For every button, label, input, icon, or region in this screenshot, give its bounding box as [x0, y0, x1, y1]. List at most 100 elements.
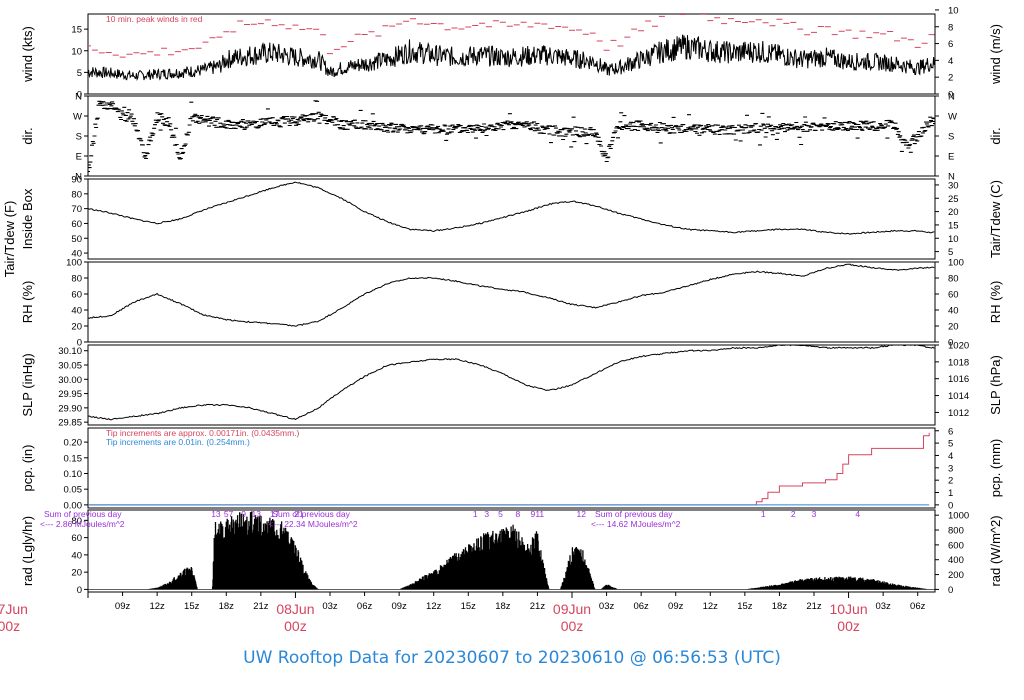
- rad-series-bars: [147, 511, 927, 590]
- x-hour-tick-label: 15z: [461, 601, 477, 612]
- rad-right-tick-label: 200: [948, 570, 964, 581]
- dir-right-tick-label: S: [948, 132, 954, 143]
- slp-series-line: [88, 345, 935, 421]
- rh-left-tick-label: 100: [66, 258, 82, 269]
- x-hour-tick-label: 06z: [910, 601, 926, 612]
- dir-left-tick-label: N: [75, 92, 82, 103]
- x-hour-tick-label: 06z: [357, 601, 373, 612]
- rh-series-line: [88, 263, 935, 327]
- dir-series-marks: [88, 100, 935, 173]
- pcp-note-blue: Tip increments are 0.01in. (0.254mm.): [106, 437, 250, 447]
- slp-right-tick-label: 1012: [948, 408, 969, 419]
- x-day-date-label: 10Jun: [829, 601, 867, 617]
- slp-left-tick-label: 30.05: [58, 361, 82, 372]
- rh-left-tick-label: 0: [77, 338, 82, 349]
- rad-hour-marker: 21: [294, 509, 304, 519]
- temp-ylabel-left: Tair/Tdew (F): [2, 201, 17, 278]
- dir-left-tick-label: W: [73, 112, 82, 123]
- rad-hour-marker: 1: [211, 509, 216, 519]
- rh-ylabel-right: RH (%): [988, 281, 1003, 324]
- rh-left-tick-label: 40: [71, 306, 82, 317]
- x-hour-tick-label: 15z: [737, 601, 753, 612]
- wind-ylabel-right: wind (m/s): [988, 24, 1003, 85]
- slp-panel-frame: [87, 344, 936, 426]
- rad-hour-marker: 9: [241, 509, 246, 519]
- x-hour-tick-label: 09z: [115, 601, 131, 612]
- temp-ylabel-right: Tair/Tdew (C): [988, 180, 1003, 258]
- slp-right-tick-label: 1014: [948, 391, 969, 402]
- pcp-right-tick-label: 4: [948, 451, 953, 462]
- temp-left-tick-label: 60: [71, 219, 82, 230]
- pcp-right-tick-label: 0: [948, 500, 953, 511]
- rad-hour-marker: 17: [270, 509, 280, 519]
- rad-hour-marker: 5: [224, 509, 229, 519]
- rad-left-tick-label: 80: [71, 516, 82, 527]
- x-day-time-label: 00z: [837, 618, 860, 634]
- dir-left-tick-label: E: [76, 152, 82, 163]
- slp-left-tick-label: 30.10: [58, 346, 82, 357]
- wind-right-tick-label: 0: [948, 90, 953, 101]
- pcp-right-tick-label: 1: [948, 488, 953, 499]
- wind-annotation: 10 min. peak winds in red: [106, 14, 203, 24]
- dir-ylabel-right: dir.: [988, 127, 1003, 144]
- temp-panel-frame: [87, 178, 936, 260]
- temp-right-tick-label: 5: [948, 247, 953, 258]
- rad-hour-marker: 3: [812, 509, 817, 519]
- temp-series-line: [88, 181, 935, 235]
- rad-left-tick-label: 60: [71, 533, 82, 544]
- dir-panel-frame: [87, 95, 936, 177]
- slp-ylabel-left: SLP (inHg): [20, 353, 35, 416]
- wind-right-tick-label: 6: [948, 39, 953, 50]
- dir-right-tick-label: W: [948, 112, 957, 123]
- pcp-right-tick-label: 5: [948, 439, 953, 450]
- rad-hour-marker: 1: [761, 509, 766, 519]
- x-hour-tick-label: 15z: [184, 601, 200, 612]
- x-hour-tick-label: 18z: [495, 601, 511, 612]
- x-hour-tick-label: 06z: [633, 601, 649, 612]
- pcp-note-red: Tip increments are approx. 0.00171in. (0…: [106, 428, 300, 438]
- rh-right-tick-label: 80: [948, 274, 959, 285]
- x-hour-tick-label: 18z: [772, 601, 788, 612]
- temp-left-tick-label: 70: [71, 204, 82, 215]
- pcp-left-tick-label: 0.05: [64, 485, 83, 496]
- page-title: UW Rooftop Data for 20230607 to 20230610…: [243, 648, 781, 668]
- rad-right-tick-label: 600: [948, 540, 964, 551]
- x-day-date-label: 08Jun: [276, 601, 314, 617]
- wind-left-tick-label: 10: [71, 46, 82, 57]
- wind-ylabel-left: wind (kts): [20, 26, 35, 83]
- rad-panel-frame: [87, 509, 936, 593]
- rad-left-tick-label: 40: [71, 550, 82, 561]
- pcp-series-line-1: [88, 432, 930, 506]
- slp-left-tick-label: 29.90: [58, 403, 82, 414]
- rad-hour-marker: 7: [229, 509, 234, 519]
- x-day-date-label: 09Jun: [553, 601, 591, 617]
- temp-left-tick-label: 50: [71, 234, 82, 245]
- x-day-date-label: 07Jun: [0, 601, 28, 617]
- rad-hour-marker: 5: [498, 509, 503, 519]
- dir-left-tick-label: N: [75, 172, 82, 183]
- x-day-time-label: 00z: [0, 618, 20, 634]
- x-hour-tick-label: 03z: [875, 601, 891, 612]
- rad-hour-marker: 9: [530, 509, 535, 519]
- temp-right-tick-label: 10: [948, 234, 959, 245]
- rh-right-tick-label: 60: [948, 290, 959, 301]
- rad-right-tick-label: 800: [948, 526, 964, 537]
- wind-right-tick-label: 4: [948, 56, 953, 67]
- slp-right-tick-label: 1018: [948, 357, 969, 368]
- rh-ylabel-left: RH (%): [20, 281, 35, 324]
- slp-right-tick-label: 1020: [948, 341, 969, 352]
- slp-right-tick-label: 1016: [948, 374, 969, 385]
- x-day-time-label: 00z: [561, 618, 584, 634]
- pcp-left-tick-label: 0.15: [64, 453, 83, 464]
- x-hour-tick-label: 21z: [806, 601, 822, 612]
- temp-left-tick-label: 40: [71, 249, 82, 260]
- pcp-right-tick-label: 3: [948, 463, 953, 474]
- rad-left-tick-label: 0: [77, 585, 82, 596]
- rad-hour-marker: 11: [535, 509, 544, 519]
- rh-right-tick-label: 40: [948, 306, 959, 317]
- rad-daily-sum-title: Sum of previous day: [272, 509, 350, 519]
- rad-daily-sum-title: Sum of previous day: [44, 509, 122, 519]
- rad-hour-marker: 13: [252, 509, 262, 519]
- wind-right-tick-label: 8: [948, 22, 953, 33]
